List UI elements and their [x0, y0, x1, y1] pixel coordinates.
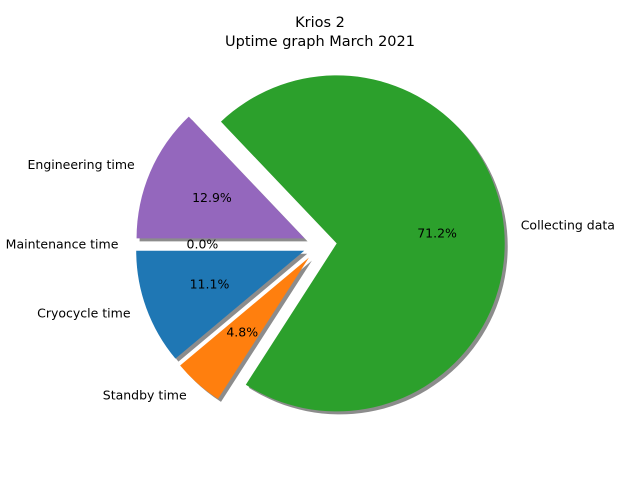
label-engineering-time: Engineering time	[28, 157, 136, 172]
percent-label-engineering-time: 12.9%	[192, 190, 232, 205]
label-maintenance-time: Maintenance time	[6, 237, 119, 252]
slice-engineering-time	[136, 116, 305, 239]
label-cryocycle-time: Cryocycle time	[37, 305, 131, 320]
chart-title-line1: Krios 2	[295, 15, 345, 31]
percent-label-standby-time: 4.8%	[226, 325, 258, 340]
label-standby-time: Standby time	[103, 388, 187, 403]
percent-label-cryocycle-time: 11.1%	[190, 277, 230, 292]
slice-collecting-data	[220, 75, 505, 412]
slice-standby-time	[180, 257, 309, 399]
label-collecting-data: Collecting data	[521, 218, 615, 233]
slice-cryocycle-time	[136, 250, 305, 359]
chart-title-line2: Uptime graph March 2021	[225, 34, 415, 50]
percent-label-collecting-data: 71.2%	[417, 225, 457, 240]
percent-label-maintenance-time: 0.0%	[187, 237, 219, 252]
